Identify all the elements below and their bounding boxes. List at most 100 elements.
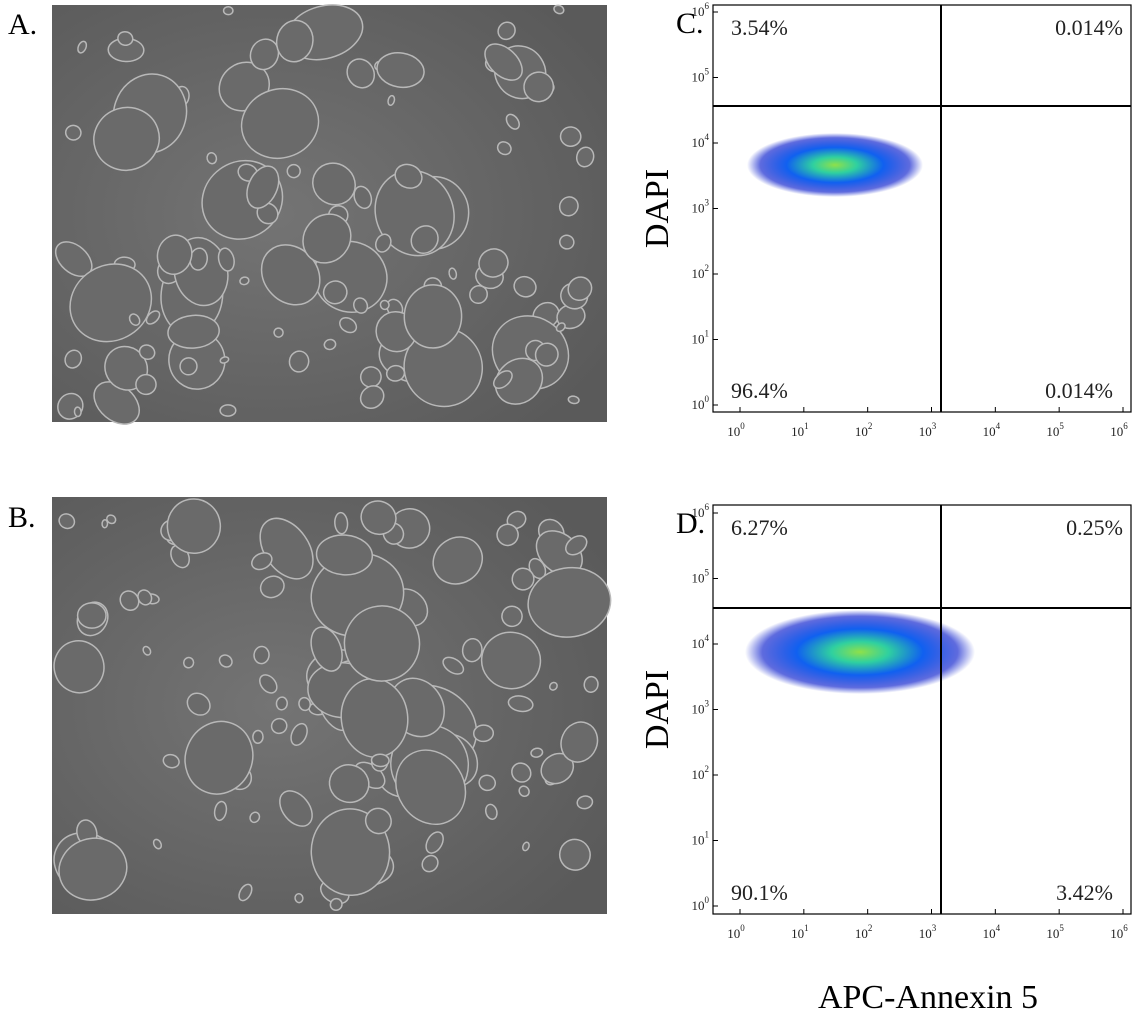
tick-exponent: 5 bbox=[1059, 923, 1064, 933]
tick-base: 10 bbox=[791, 424, 804, 439]
cell bbox=[334, 511, 349, 535]
tick-exponent: 6 bbox=[1123, 421, 1128, 431]
tick-base: 10 bbox=[692, 397, 705, 412]
cell bbox=[494, 357, 544, 405]
tick-exponent: 2 bbox=[868, 421, 873, 431]
cell bbox=[346, 58, 376, 89]
cell bbox=[565, 535, 588, 556]
cell bbox=[410, 225, 439, 254]
quadrant-percent: 0.014% bbox=[1055, 15, 1123, 40]
tick-base: 10 bbox=[727, 424, 740, 439]
tick-base: 10 bbox=[692, 767, 705, 782]
panel-label: B. bbox=[8, 501, 36, 534]
tick-exponent: 0 bbox=[705, 394, 710, 404]
cell bbox=[484, 803, 498, 820]
quadrant-percent: 90.1% bbox=[731, 880, 788, 905]
y-tick-label: 103 bbox=[692, 198, 710, 216]
cells bbox=[54, 4, 595, 425]
tick-base: 10 bbox=[692, 332, 705, 347]
tick-base: 10 bbox=[692, 70, 705, 85]
cell bbox=[64, 349, 83, 369]
cell bbox=[101, 519, 109, 529]
tick-base: 10 bbox=[983, 424, 996, 439]
quadrant-percent: 96.4% bbox=[731, 378, 788, 403]
cell bbox=[77, 40, 88, 54]
x-tick-label: 106 bbox=[1110, 923, 1128, 941]
cell bbox=[558, 838, 591, 871]
cell bbox=[286, 163, 301, 179]
cell bbox=[555, 322, 566, 333]
y-tick-label: 100 bbox=[692, 394, 710, 412]
cell bbox=[480, 631, 542, 690]
tick-exponent: 5 bbox=[1059, 421, 1064, 431]
cell bbox=[273, 327, 284, 338]
cell bbox=[206, 152, 218, 165]
y-tick-label: 103 bbox=[692, 699, 710, 717]
cell bbox=[576, 795, 594, 810]
cell bbox=[530, 747, 544, 758]
cell bbox=[328, 764, 370, 804]
cell bbox=[298, 696, 312, 712]
tick-base: 10 bbox=[692, 702, 705, 717]
tick-exponent: 5 bbox=[705, 568, 710, 578]
cell bbox=[138, 344, 156, 361]
quadrant-percent: 0.25% bbox=[1066, 515, 1123, 540]
tick-exponent: 0 bbox=[705, 895, 710, 905]
tick-base: 10 bbox=[692, 898, 705, 913]
x-tick-label: 102 bbox=[855, 923, 873, 941]
cell bbox=[385, 364, 406, 382]
cell bbox=[469, 284, 488, 304]
cell bbox=[152, 838, 163, 850]
cell bbox=[339, 316, 358, 334]
tick-exponent: 5 bbox=[705, 67, 710, 77]
cell bbox=[184, 720, 254, 795]
cell bbox=[58, 837, 128, 901]
tick-base: 10 bbox=[692, 636, 705, 651]
plot-frame bbox=[712, 504, 1132, 915]
cell bbox=[364, 807, 392, 835]
cell bbox=[492, 370, 513, 390]
quadrant-percent: 3.42% bbox=[1056, 880, 1113, 905]
cell bbox=[496, 523, 519, 547]
tick-exponent: 4 bbox=[996, 923, 1001, 933]
cell bbox=[240, 87, 320, 160]
cell bbox=[343, 605, 421, 682]
cell bbox=[442, 656, 465, 675]
tick-base: 10 bbox=[1110, 424, 1123, 439]
cell bbox=[359, 385, 385, 410]
cell bbox=[310, 626, 343, 672]
cell bbox=[379, 299, 390, 311]
cell bbox=[58, 513, 76, 530]
cell bbox=[252, 729, 264, 745]
tick-base: 10 bbox=[791, 926, 804, 941]
tick-exponent: 1 bbox=[705, 329, 710, 339]
cell bbox=[518, 785, 530, 798]
cell bbox=[583, 675, 599, 693]
cell bbox=[249, 811, 261, 824]
x-tick-label: 100 bbox=[727, 923, 745, 941]
tick-base: 10 bbox=[1046, 926, 1059, 941]
cell bbox=[478, 774, 497, 792]
cell bbox=[559, 126, 582, 147]
tick-exponent: 4 bbox=[705, 132, 710, 142]
cell bbox=[421, 854, 439, 873]
x-tick-label: 105 bbox=[1046, 421, 1064, 439]
cell bbox=[145, 310, 161, 325]
y-tick-label: 101 bbox=[692, 830, 710, 848]
x-tick-label: 103 bbox=[919, 421, 937, 439]
tick-exponent: 2 bbox=[705, 263, 710, 273]
quadrant-percent: 3.54% bbox=[731, 15, 788, 40]
tick-exponent: 3 bbox=[932, 923, 937, 933]
cell bbox=[162, 753, 180, 769]
tick-exponent: 3 bbox=[932, 421, 937, 431]
cell bbox=[376, 52, 425, 89]
cell bbox=[505, 113, 520, 130]
cell bbox=[567, 276, 593, 302]
cell bbox=[166, 498, 222, 554]
cell bbox=[312, 162, 356, 206]
event-cloud bbox=[745, 610, 975, 694]
x-tick-label: 101 bbox=[791, 923, 809, 941]
y-axis-label: DAPI bbox=[639, 670, 676, 749]
cell bbox=[290, 722, 308, 746]
cell bbox=[370, 753, 390, 768]
